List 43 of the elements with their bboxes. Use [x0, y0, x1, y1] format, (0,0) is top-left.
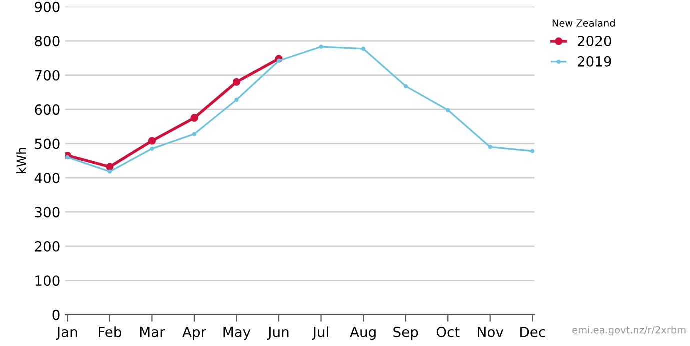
legend-title: New Zealand — [552, 19, 615, 27]
point — [106, 163, 114, 171]
y-axis-title: kWh — [16, 148, 26, 174]
x-tick-label: Jan — [56, 327, 78, 340]
point — [148, 137, 156, 145]
point — [190, 114, 198, 122]
point — [488, 145, 492, 150]
x-tick-label: Sep — [394, 326, 418, 340]
point — [276, 58, 282, 64]
point — [404, 84, 408, 88]
legend-label: 2019 — [578, 56, 612, 67]
x-tick-label: May — [224, 327, 251, 340]
y-tick-label: 200 — [35, 241, 60, 252]
point — [108, 170, 112, 174]
point — [361, 46, 366, 52]
y-tick-label: 400 — [34, 172, 60, 184]
x-tick-label: Apr — [182, 327, 206, 340]
point — [234, 98, 239, 102]
y-tick-label: 100 — [36, 276, 60, 286]
y-tick-label: 500 — [35, 138, 60, 150]
x-tick-label: Mar — [140, 327, 166, 338]
text: emi.ea.govt.nz/r/2xrbm — [572, 326, 686, 336]
x-tick-label: Oct — [436, 326, 460, 338]
x-tick-label: Feb — [99, 326, 122, 338]
y-tick-label: 800 — [35, 36, 60, 47]
x-tick-label: Jun — [267, 327, 289, 340]
point — [232, 78, 241, 86]
point — [530, 149, 535, 154]
y-tick-label: 300 — [35, 207, 60, 218]
y-tick-label: 900 — [35, 2, 60, 12]
point — [66, 155, 70, 160]
point — [446, 108, 450, 112]
x-tick-label: Aug — [350, 327, 376, 340]
y-tick-label: 600 — [35, 104, 60, 116]
point — [192, 132, 197, 136]
y-tick-label: 700 — [35, 70, 60, 81]
legend-label: 2020 — [578, 36, 612, 47]
point — [150, 146, 154, 151]
x-tick-label: Jul — [312, 326, 328, 340]
x-tick-label: Nov — [478, 327, 504, 338]
point — [319, 44, 324, 50]
y-tick-label: 0 — [52, 310, 60, 320]
x-tick-label: Dec — [520, 327, 546, 338]
